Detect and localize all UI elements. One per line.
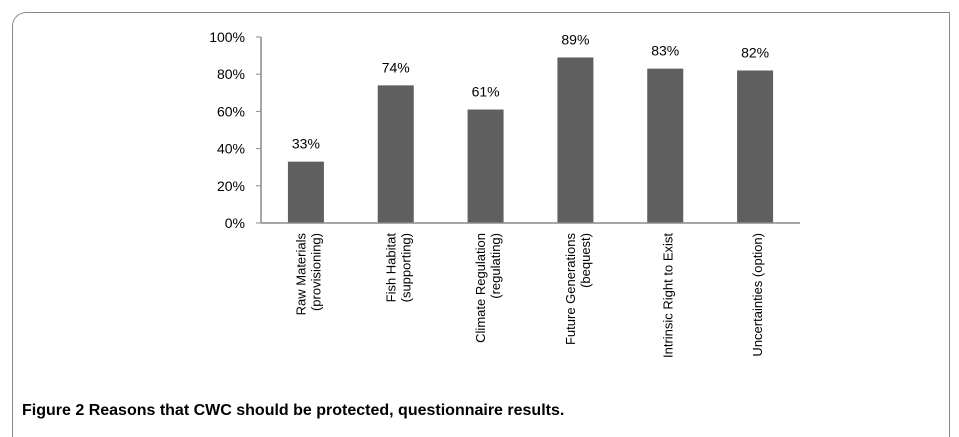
bar-value-label: 61% [472, 84, 500, 100]
bar [377, 85, 414, 223]
y-tick-label: 80% [217, 66, 245, 82]
x-category-label: Fish Habitat (supporting) [383, 233, 413, 303]
y-tick-label: 60% [217, 103, 245, 119]
figure-number: Figure 2 [22, 402, 85, 419]
x-category-label: Uncertainties (option) [750, 233, 765, 357]
bar [557, 57, 594, 224]
figure-caption: Figure 2 Reasons that CWC should be prot… [22, 402, 564, 420]
x-category-label-line: (supporting) [398, 233, 413, 302]
x-category-label-line: Uncertainties (option) [750, 233, 765, 357]
bar-value-label: 82% [741, 44, 769, 60]
x-category-label: Future Generations (bequest) [563, 233, 593, 346]
bar [647, 68, 684, 224]
bar [467, 109, 504, 223]
bar-chart: 0% 20% 40% 60% 80% 100% 33% 74% 61% 89% 83% 82% Ra… [209, 29, 800, 358]
bar-value-label: 74% [382, 59, 410, 75]
x-category-label-line: Intrinsic Right to Exist [660, 233, 675, 358]
bar [287, 161, 324, 223]
x-category-label: Intrinsic Right to Exist [660, 233, 675, 358]
x-category-label-line: Climate Regulation [473, 233, 488, 343]
y-axis-ticks: 0% 20% 40% 60% 80% 100% [209, 29, 261, 231]
bar-value-label: 89% [561, 31, 589, 47]
bars [287, 57, 774, 224]
y-tick-label: 100% [209, 29, 245, 45]
bar-value-label: 33% [292, 136, 320, 152]
value-labels: 33% 74% 61% 89% 83% 82% [292, 31, 769, 151]
y-tick-label: 40% [217, 141, 245, 157]
x-category-label-line: Raw Materials [293, 233, 308, 316]
figure-frame [12, 12, 950, 437]
x-category-label: Raw Materials (provisioning) [293, 233, 323, 316]
x-category-label: Climate Regulation (regulating) [473, 233, 503, 343]
x-category-label-line: (provisioning) [308, 233, 323, 311]
axes [260, 37, 800, 224]
x-category-label-line: (bequest) [578, 233, 593, 288]
category-labels: Raw Materials (provisioning) Fish Habitat(… [293, 233, 765, 358]
x-category-label-line: Fish Habitat [383, 233, 398, 303]
y-tick-label: 0% [225, 215, 245, 231]
y-tick-label: 20% [217, 178, 245, 194]
bar [737, 70, 774, 223]
x-category-label-line: Future Generations [563, 233, 578, 346]
figure-caption-text: Reasons that CWC should be protected, qu… [88, 402, 565, 419]
bar-value-label: 83% [651, 43, 679, 59]
x-category-label-line: (regulating) [488, 233, 503, 299]
